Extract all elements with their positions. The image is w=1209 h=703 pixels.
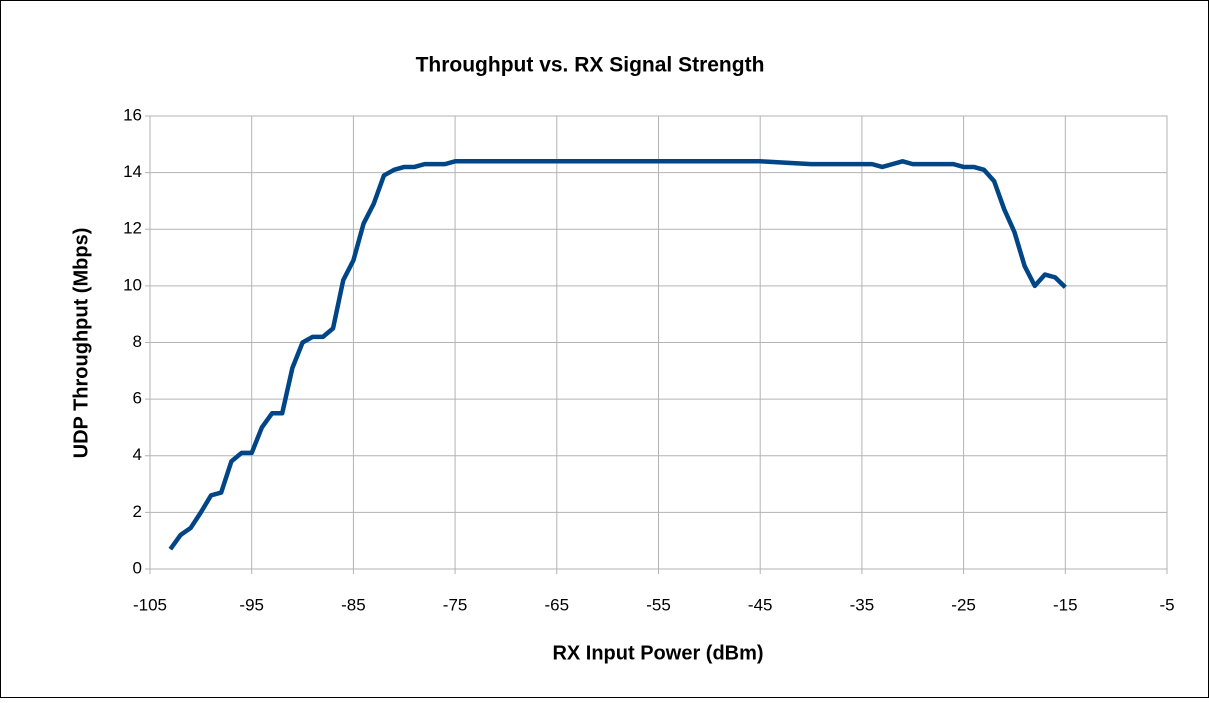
x-axis-label: RX Input Power (dBm) <box>552 642 763 664</box>
x-tick-label: -5 <box>1159 595 1174 614</box>
x-tick-label: -85 <box>341 595 366 614</box>
y-tick-label: 12 <box>123 219 142 238</box>
y-tick-label: 6 <box>133 389 142 408</box>
y-tick-label: 16 <box>123 105 142 124</box>
y-tick-label: 4 <box>133 445 142 464</box>
y-tick-label: 10 <box>123 275 142 294</box>
x-tick-label: -35 <box>850 595 875 614</box>
x-tick-label: -25 <box>951 595 976 614</box>
x-tick-label: -105 <box>133 595 167 614</box>
y-tick-label: 0 <box>133 558 142 577</box>
x-tick-label: -65 <box>545 595 570 614</box>
x-tick-label: -45 <box>748 595 773 614</box>
x-tick-label: -55 <box>646 595 671 614</box>
y-tick-label: 14 <box>123 162 142 181</box>
plot-border <box>149 115 1168 570</box>
y-tick-label: 8 <box>133 332 142 351</box>
x-tick-label: -75 <box>443 595 468 614</box>
y-axis-label: UDP Throughput (Mbps) <box>70 228 92 459</box>
data-line <box>168 159 1067 551</box>
x-tick-label: -95 <box>239 595 264 614</box>
y-tick-label: 2 <box>133 502 142 521</box>
chart-title: Throughput vs. RX Signal Strength <box>416 54 765 77</box>
x-tick-label: -15 <box>1053 595 1078 614</box>
